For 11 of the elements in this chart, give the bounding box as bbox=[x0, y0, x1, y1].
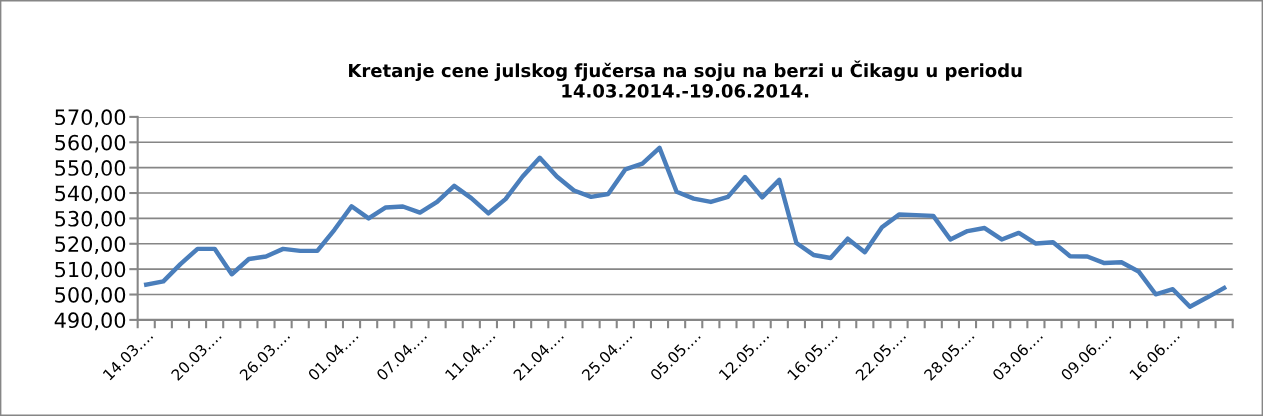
y-tick-label: 540,00 bbox=[55, 185, 126, 204]
y-tick-label: 550,00 bbox=[55, 160, 126, 178]
y-tick-label: 530,00 bbox=[55, 210, 126, 229]
y-tick-label: 570,00 bbox=[55, 109, 126, 128]
y-tick-label: 520,00 bbox=[55, 236, 126, 255]
y-tick-label: 500,00 bbox=[55, 286, 126, 305]
line-series bbox=[144, 145, 1227, 309]
y-tick-label: 490,00 bbox=[54, 312, 126, 331]
y-tick-label: 560,00 bbox=[55, 134, 126, 153]
y-tick-label: 510,00 bbox=[55, 261, 126, 280]
chart-title: Kretanje cene julskog fjučersa na soju na berzi u Čikagu u periodu 14.03.2014.-19.06.2014. bbox=[349, 60, 1022, 98]
